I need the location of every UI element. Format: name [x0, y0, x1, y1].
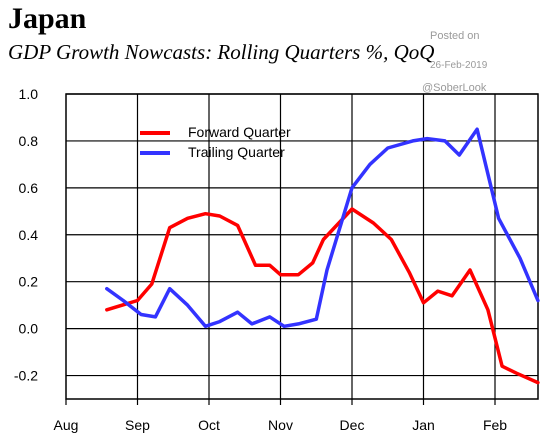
y-tick-label: 0.6: [19, 180, 39, 196]
y-tick-label: 1.0: [19, 86, 39, 102]
x-tick-label: Feb: [483, 417, 507, 433]
y-tick-label: 0.2: [19, 274, 39, 290]
y-tick-label: 0.4: [19, 227, 39, 243]
x-tick-label: Dec: [340, 417, 365, 433]
watermark-date: 26-Feb-2019: [430, 60, 488, 71]
watermark-handle: @SoberLook: [422, 82, 487, 94]
y-tick-label: -0.2: [14, 368, 38, 384]
plot-frame: [65, 93, 539, 400]
x-tick-label: Sep: [125, 417, 150, 433]
x-tick-label: Jan: [412, 417, 435, 433]
x-tick-label: Nov: [268, 417, 293, 433]
y-tick-label: 0.0: [19, 321, 39, 337]
series-line-forward-quarter: [105, 207, 540, 385]
series-line-trailing-quarter: [105, 127, 540, 329]
chart-subtitle: GDP Growth Nowcasts: Rolling Quarters %,…: [8, 40, 435, 64]
watermark-posted: Posted on: [430, 30, 480, 42]
x-tick-label: Aug: [54, 417, 79, 433]
legend-label: Trailing Quarter: [188, 144, 285, 160]
y-tick-label: 0.8: [19, 133, 39, 149]
legend-label: Forward Quarter: [188, 124, 291, 140]
chart-title: Japan: [8, 2, 87, 35]
x-tick-label: Oct: [198, 417, 220, 433]
